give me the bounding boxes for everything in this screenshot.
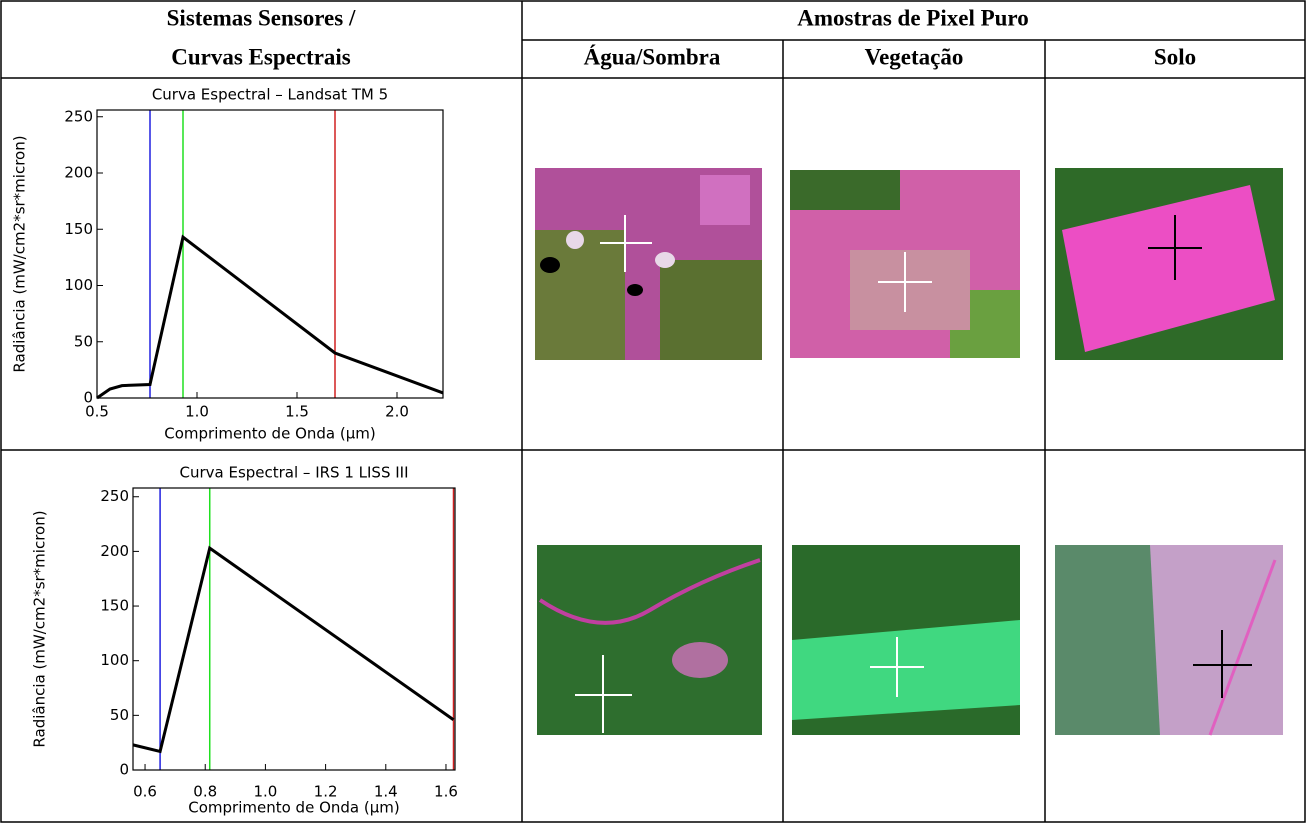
header: Água/Sombra xyxy=(584,44,721,69)
y-tick-label: 50 xyxy=(74,332,93,350)
x-tick-label: 0.6 xyxy=(133,783,157,801)
x-tick-label: 1.6 xyxy=(434,783,458,801)
x-tick-label: 2.0 xyxy=(385,403,409,421)
x-tick-label: 1.2 xyxy=(314,783,338,801)
sample-image xyxy=(790,170,1020,358)
y-axis-label: Radiância (mW/cm2*sr*micron) xyxy=(11,135,29,372)
y-tick-label: 100 xyxy=(64,276,93,294)
sample-image xyxy=(792,545,1020,735)
y-tick-label: 200 xyxy=(64,164,93,182)
y-tick-label: 200 xyxy=(100,542,129,560)
y-tick-label: 0 xyxy=(119,761,129,779)
header: Curvas Espectrais xyxy=(171,44,351,69)
chart-title: Curva Espectral – IRS 1 LISS III xyxy=(179,464,408,482)
y-tick-label: 250 xyxy=(100,487,129,505)
x-tick-label: 1.5 xyxy=(285,403,309,421)
y-tick-label: 100 xyxy=(100,651,129,669)
header: Vegetação xyxy=(865,44,964,69)
y-tick-label: 150 xyxy=(100,597,129,615)
y-tick-label: 50 xyxy=(110,706,129,724)
x-axis-label: Comprimento de Onda (μm) xyxy=(188,799,399,817)
x-tick-label: 1.4 xyxy=(374,783,398,801)
y-tick-label: 0 xyxy=(83,389,93,407)
x-axis-label: Comprimento de Onda (μm) xyxy=(164,425,375,443)
header: Amostras de Pixel Puro xyxy=(797,5,1028,30)
x-tick-label: 1.0 xyxy=(253,783,277,801)
y-axis-label: Radiância (mW/cm2*sr*micron) xyxy=(31,510,49,747)
y-tick-label: 150 xyxy=(64,220,93,238)
sample-image xyxy=(535,168,762,360)
y-tick-label: 250 xyxy=(64,107,93,125)
sample-image xyxy=(1055,168,1283,360)
sample-image xyxy=(1055,545,1283,735)
x-tick-label: 1.0 xyxy=(185,403,209,421)
header: Solo xyxy=(1154,44,1196,69)
sample-image xyxy=(537,545,762,735)
chart-title: Curva Espectral – Landsat TM 5 xyxy=(152,86,388,104)
page: Sistemas Sensores / Curvas Espectrais Am… xyxy=(0,0,1306,823)
header: Sistemas Sensores / xyxy=(167,5,356,30)
x-tick-label: 0.8 xyxy=(193,783,217,801)
